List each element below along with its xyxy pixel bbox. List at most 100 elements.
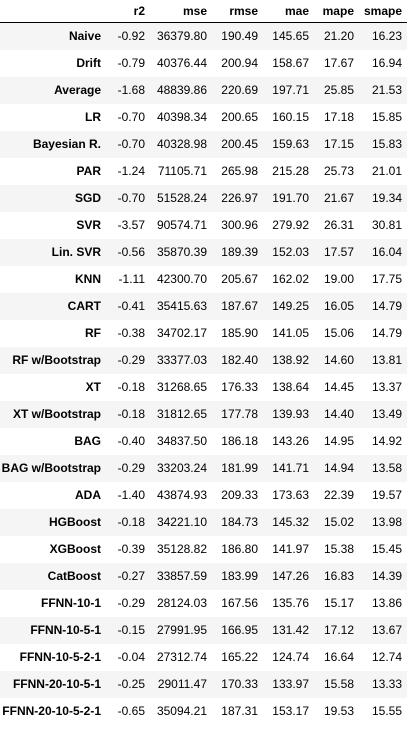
- cell-rmse: 165.22: [221, 650, 258, 664]
- cell-rmse: 186.80: [221, 542, 258, 556]
- cell-r2: -0.70: [117, 137, 145, 151]
- cell-r2: -0.39: [117, 542, 145, 556]
- cell-mae: 139.93: [272, 407, 309, 421]
- cell-smape: 13.49: [371, 407, 402, 421]
- table-row: Bayesian R. -0.70 40328.98 200.45 159.63 17.1…: [0, 131, 407, 158]
- row-label: SVR: [76, 218, 101, 232]
- row-label: CART: [67, 299, 101, 313]
- cell-mae: 149.25: [272, 299, 309, 313]
- cell-mape: 15.38: [323, 542, 354, 556]
- table-row: PAR -1.24 71105.71 265.98 215.28 25.73 21.01: [0, 158, 407, 185]
- table-row: BAG -0.40 34837.50 186.18 143.26 14.95 14.92: [0, 428, 407, 455]
- row-label: Drift: [76, 56, 101, 70]
- row-label: Lin. SVR: [51, 245, 101, 259]
- cell-mape: 14.60: [323, 353, 354, 367]
- table-row: SVR -3.57 90574.71 300.96 279.92 26.31 30.81: [0, 212, 407, 239]
- cell-mae: 131.42: [272, 623, 309, 637]
- row-label: Average: [54, 83, 101, 97]
- cell-rmse: 200.65: [221, 110, 258, 124]
- cell-rmse: 200.45: [221, 137, 258, 151]
- cell-smape: 12.74: [371, 650, 402, 664]
- table-row: XT w/Bootstrap -0.18 31812.65 177.78 139.93 1…: [0, 401, 407, 428]
- cell-r2: -0.18: [117, 515, 145, 529]
- cell-mse: 40398.34: [156, 110, 207, 124]
- row-label: Bayesian R.: [32, 137, 101, 151]
- cell-r2: -0.38: [117, 326, 145, 340]
- cell-r2: -0.29: [117, 353, 145, 367]
- cell-mse: 43874.93: [156, 488, 207, 502]
- cell-r2: -3.57: [117, 218, 145, 232]
- cell-smape: 19.57: [371, 488, 402, 502]
- column-header-mae: mae: [263, 0, 314, 23]
- cell-rmse: 300.96: [221, 218, 258, 232]
- cell-mae: 135.76: [272, 596, 309, 610]
- cell-mse: 90574.71: [156, 218, 207, 232]
- table-row: CatBoost -0.27 33857.59 183.99 147.26 16.83 14…: [0, 563, 407, 590]
- cell-smape: 16.94: [371, 56, 402, 70]
- cell-mae: 191.70: [272, 191, 309, 205]
- cell-mape: 21.20: [323, 29, 354, 43]
- cell-smape: 13.81: [371, 353, 402, 367]
- table-body: Naive -0.92 36379.80 190.49 145.65 21.20 16.23…: [0, 22, 407, 725]
- cell-r2: -0.27: [117, 569, 145, 583]
- row-label: FFNN-10-1: [40, 596, 101, 610]
- cell-r2: -1.24: [117, 164, 145, 178]
- table-row: Naive -0.92 36379.80 190.49 145.65 21.20 16.23: [0, 22, 407, 50]
- cell-r2: -0.70: [117, 110, 145, 124]
- cell-smape: 13.37: [371, 380, 402, 394]
- cell-rmse: 167.56: [221, 596, 258, 610]
- cell-mse: 31268.65: [156, 380, 207, 394]
- cell-mse: 71105.71: [157, 164, 207, 178]
- column-header-rmse: rmse: [212, 0, 263, 23]
- cell-mape: 26.31: [323, 218, 354, 232]
- cell-mape: 15.17: [323, 596, 354, 610]
- cell-r2: -0.65: [117, 704, 145, 718]
- cell-smape: 15.85: [371, 110, 402, 124]
- cell-mse: 33203.24: [156, 461, 207, 475]
- cell-mape: 15.06: [323, 326, 354, 340]
- cell-smape: 14.79: [371, 326, 402, 340]
- header-row: r2 mse rmse mae mape smape: [0, 0, 407, 23]
- cell-smape: 15.55: [371, 704, 402, 718]
- cell-r2: -1.40: [117, 488, 145, 502]
- cell-mse: 34221.10: [156, 515, 207, 529]
- cell-rmse: 184.73: [221, 515, 258, 529]
- table-row: XT -0.18 31268.65 176.33 138.64 14.45 13.37: [0, 374, 407, 401]
- cell-rmse: 265.98: [221, 164, 258, 178]
- row-label: FFNN-10-5-2-1: [19, 650, 101, 664]
- table-row: FFNN-10-1 -0.29 28124.03 167.56 135.76 15.17 1…: [0, 590, 407, 617]
- cell-mae: 138.92: [272, 353, 309, 367]
- row-label: PAR: [76, 164, 101, 178]
- row-label: XGBoost: [49, 542, 101, 556]
- cell-mape: 14.45: [323, 380, 354, 394]
- cell-mae: 153.17: [272, 704, 309, 718]
- cell-mape: 14.40: [323, 407, 354, 421]
- cell-mse: 35415.63: [156, 299, 207, 313]
- cell-mape: 17.18: [323, 110, 354, 124]
- table-row: FFNN-10-5-2-1 -0.04 27312.74 165.22 124.74 16…: [0, 644, 407, 671]
- column-header-smape: smape: [359, 0, 407, 23]
- cell-mse: 40328.98: [156, 137, 207, 151]
- cell-mape: 22.39: [323, 488, 354, 502]
- table-row: RF w/Bootstrap -0.29 33377.03 182.40 138.92 1…: [0, 347, 407, 374]
- cell-mse: 35094.21: [156, 704, 207, 718]
- cell-mse: 28124.03: [156, 596, 207, 610]
- row-label: KNN: [75, 272, 101, 286]
- cell-rmse: 200.94: [221, 56, 258, 70]
- cell-rmse: 185.90: [221, 326, 258, 340]
- cell-mae: 160.15: [272, 110, 309, 124]
- table-row: HGBoost -0.18 34221.10 184.73 145.32 15.02 13.…: [0, 509, 407, 536]
- cell-mae: 141.71: [272, 461, 309, 475]
- cell-smape: 15.83: [371, 137, 402, 151]
- table-row: Lin. SVR -0.56 35870.39 189.39 152.03 17.57 16…: [0, 239, 407, 266]
- cell-mae: 145.32: [272, 515, 309, 529]
- cell-mae: 124.74: [272, 650, 309, 664]
- cell-r2: -0.29: [117, 461, 145, 475]
- cell-mae: 159.63: [272, 137, 309, 151]
- row-label: BAG: [74, 434, 101, 448]
- cell-mse: 34837.50: [156, 434, 207, 448]
- cell-smape: 13.67: [371, 623, 402, 637]
- row-label: HGBoost: [49, 515, 101, 529]
- table-row: ADA -1.40 43874.93 209.33 173.63 22.39 19.57: [0, 482, 407, 509]
